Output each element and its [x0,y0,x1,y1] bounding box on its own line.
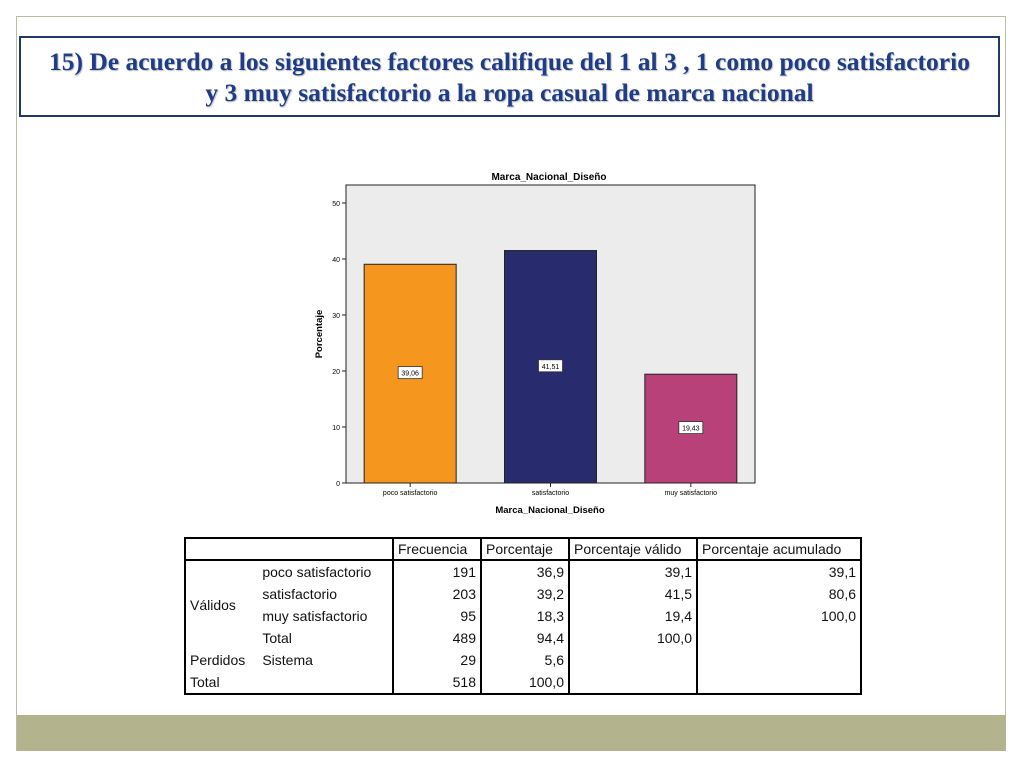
cell-cum [696,671,861,694]
table-row: Perdidos Sistema 29 5,6 [185,649,861,671]
data-label: 39,06 [401,371,419,378]
x-axis-label: Marca_Nacional_Diseño [495,505,604,516]
y-tick-label: 10 [332,425,340,432]
row-label: satisfactorio [262,586,338,602]
table-row: Válidos poco satisfactorio 191 36,9 39,1… [185,560,861,613]
cell-valid: 39,1 [568,560,697,583]
table-row: satisfactorio 203 39,2 41,5 80,6 [185,583,861,605]
table-header: Porcentaje acumulado [696,538,861,561]
table-header: Frecuencia [392,538,481,561]
cell-freq: 95 [392,605,481,627]
table-header-row: Frecuencia Porcentaje Porcentaje válido … [185,538,861,561]
cell-pct: 100,0 [480,671,569,694]
table-header: Porcentaje válido [568,538,697,561]
data-label-box [397,366,423,380]
y-axis: 0 10 20 30 40 50 [332,201,346,488]
cell-freq: 518 [392,671,481,694]
frequency-table: Frecuencia Porcentaje Porcentaje válido … [184,537,862,695]
y-tick-label: 0 [336,481,340,488]
cell-pct: 36,9 [480,560,569,583]
cell-valid: 100,0 [568,627,697,649]
title-box: 15) De acuerdo a los siguientes factores… [19,36,1000,117]
cell-valid [568,671,697,694]
x-tick-label: satisfactorio [532,490,569,497]
bar-chart-svg: Marca_Nacional_Diseño 0 10 20 30 40 50 39,06 p… [314,172,756,516]
row-label: Total [262,630,292,646]
table-total-row: Total 518 100,0 [185,671,861,694]
bar-chart: Marca_Nacional_Diseño 0 10 20 30 40 50 39,06 p… [300,165,770,520]
cell-cum [696,649,861,671]
bars: 39,06 poco satisfactorio 41,51 satisfactori… [363,250,738,497]
cell-cum: 39,1 [696,560,861,583]
data-label: 41,51 [542,364,560,371]
cell-valid: 41,5 [568,583,697,605]
chart-title: Marca_Nacional_Diseño [491,172,606,183]
data-label: 19,43 [682,426,700,433]
x-tick-label: poco satisfactorio [383,490,438,497]
cell-pct: 5,6 [480,649,569,671]
cell-cum: 100,0 [696,605,861,627]
cell-valid: 19,4 [568,605,697,627]
cell-pct: 39,2 [480,583,569,605]
footer-bar [17,715,1006,751]
group-label-valid: Válidos [190,597,236,613]
cell-freq: 489 [392,627,481,649]
data-label-box [538,359,563,373]
data-label-box [678,421,704,434]
y-tick-label: 30 [332,313,340,320]
cell-freq: 29 [392,649,481,671]
group-label-missing: Perdidos [190,652,246,668]
cell-freq: 191 [392,560,481,583]
total-label: Total [190,674,220,690]
cell-pct: 18,3 [480,605,569,627]
row-label: poco satisfactorio [262,564,372,580]
y-tick-label: 50 [332,201,340,208]
table-row: muy satisfactorio 95 18,3 19,4 100,0 [185,605,861,627]
y-axis-label: Porcentaje [314,310,325,359]
row-label: muy satisfactorio [262,608,368,624]
y-tick-label: 20 [332,369,340,376]
bar [644,373,738,484]
slide-title: 15) De acuerdo a los siguientes factores… [49,46,970,107]
row-label: Sistema [262,652,313,668]
table-row: Total 489 94,4 100,0 [185,627,861,649]
table-header: Porcentaje [480,538,569,561]
cell-cum: 80,6 [696,583,861,605]
cell-freq: 203 [392,583,481,605]
y-tick-label: 40 [332,257,340,264]
table-header-empty [185,538,393,561]
total-spacer [258,671,393,694]
x-tick-label: muy satisfactorio [665,490,718,497]
cell-valid [568,649,697,671]
cell-pct: 94,4 [480,627,569,649]
cell-cum [696,627,861,649]
